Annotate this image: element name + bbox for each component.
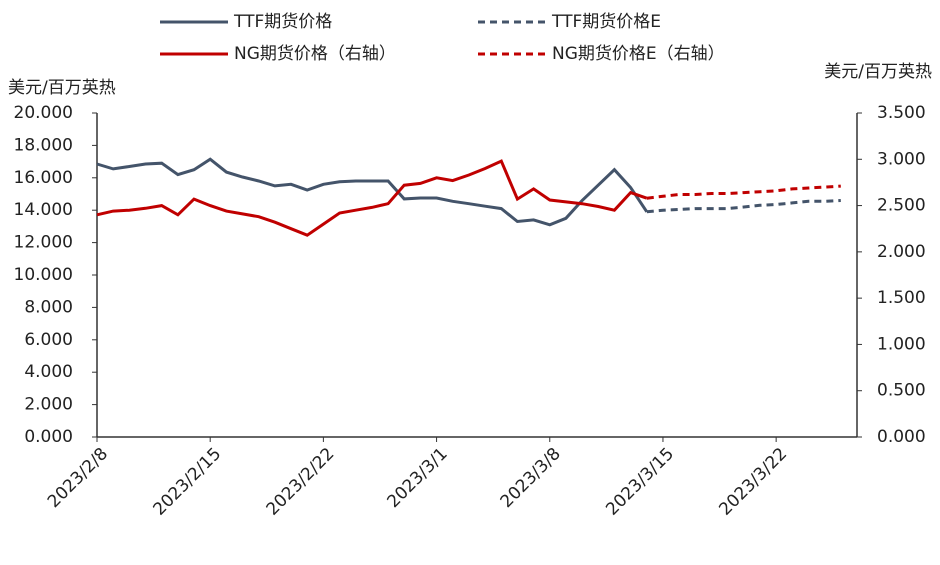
y2-axis-title: 美元/百万英热 [824,62,932,82]
y-tick-label: 8.000 [24,297,73,317]
series-line [96,157,649,227]
legend-label: NG期货价格（右轴） [234,44,396,64]
x-tick-label: 2023/2/22 [263,444,339,520]
y2-tick-label: 3.000 [877,149,926,169]
legend-label: TTF期货价格 [233,12,332,32]
y-tick-label: 10.000 [14,265,73,285]
x-tick-label: 2023/3/8 [497,444,565,512]
y2-tick-label: 1.500 [877,288,926,308]
y-tick-label: 14.000 [14,200,73,220]
y-tick-label: 0.000 [24,427,73,447]
series-line [646,184,841,200]
y-axis-title: 美元/百万英热 [8,78,116,98]
series-line [646,199,841,214]
y-tick-label: 18.000 [14,135,73,155]
y-tick-label: 4.000 [24,362,73,382]
y-tick-label: 6.000 [24,330,73,350]
legend-label: TTF期货价格E [551,12,661,32]
y2-tick-label: 0.000 [877,427,926,447]
y-tick-label: 2.000 [24,395,73,415]
y2-tick-label: 0.500 [877,381,926,401]
x-tick-label: 2023/3/1 [384,444,452,512]
y2-tick-label: 1.000 [877,334,926,354]
y-tick-label: 12.000 [14,233,73,253]
legend-label: NG期货价格E（右轴） [552,44,725,64]
x-tick-label: 2023/2/15 [149,444,225,520]
x-tick-label: 2023/3/22 [715,444,791,520]
x-tick-label: 2023/2/8 [44,444,112,512]
y2-tick-label: 2.000 [877,242,926,262]
y2-tick-label: 2.500 [877,196,926,216]
series-line [96,159,648,237]
y-tick-label: 16.000 [14,168,73,188]
x-tick-label: 2023/3/15 [602,444,678,520]
y2-tick-label: 3.500 [877,103,926,123]
y-tick-label: 20.000 [14,103,73,123]
